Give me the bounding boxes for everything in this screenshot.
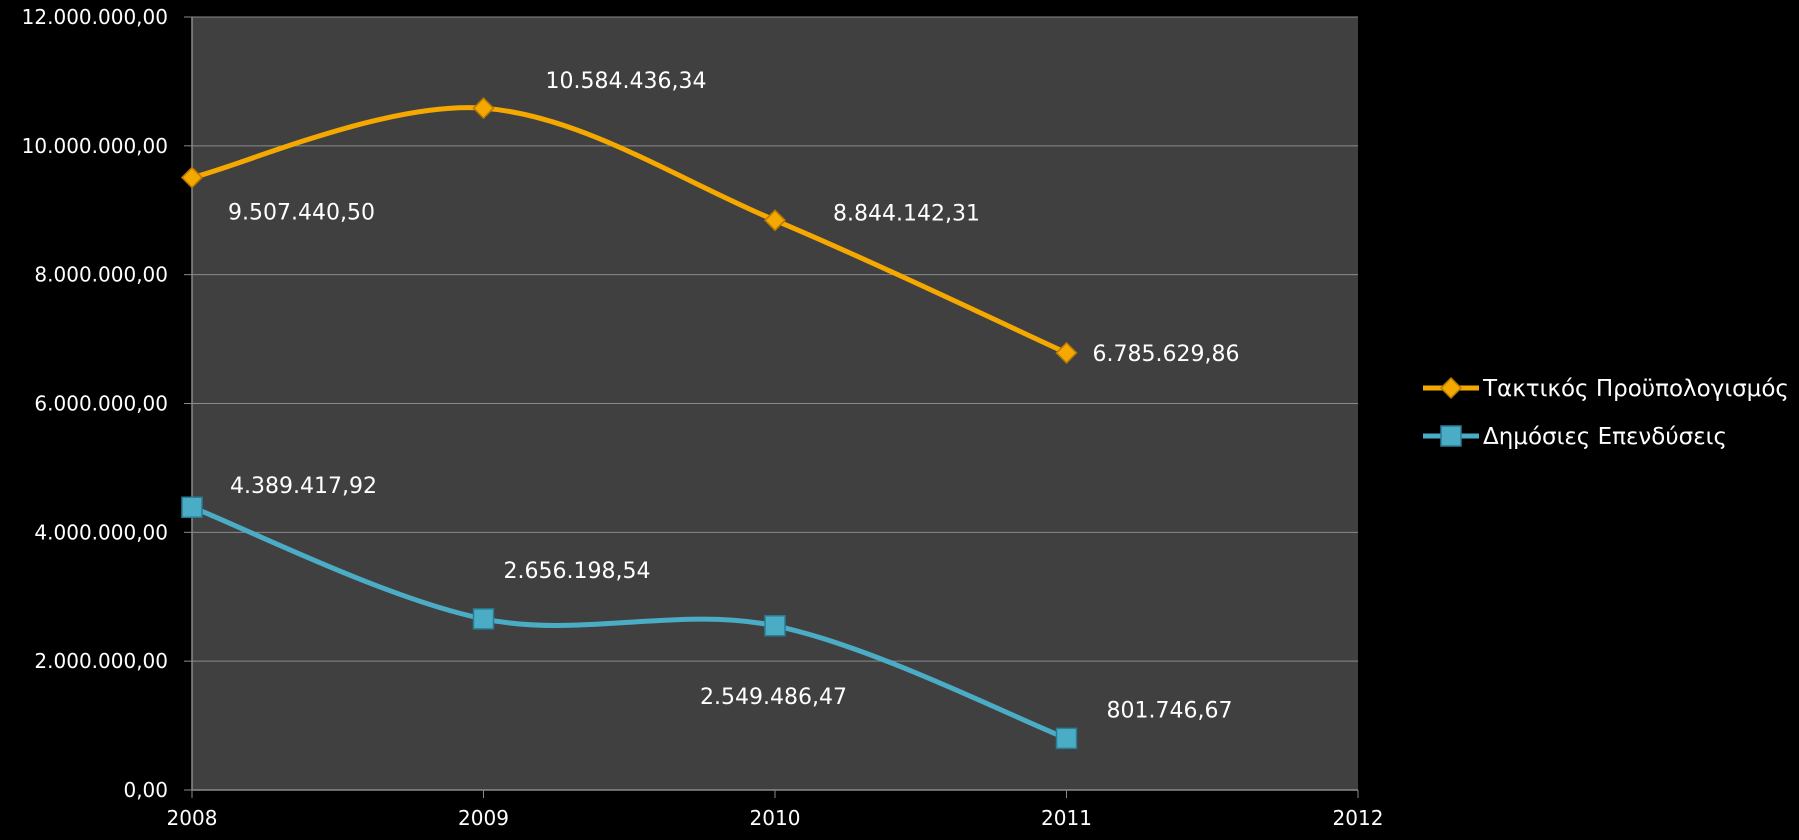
data-label: 801.746,67 bbox=[1107, 698, 1233, 723]
x-tick-label: 2008 bbox=[167, 806, 218, 830]
series-layer bbox=[180, 97, 1078, 750]
legend-label: Τακτικός Προϋπολογισμός bbox=[1482, 376, 1789, 402]
x-tick-label: 2011 bbox=[1041, 806, 1092, 830]
data-point bbox=[472, 608, 495, 630]
data-point bbox=[181, 496, 203, 518]
data-point bbox=[1055, 727, 1078, 750]
y-tick-label: 4.000.000,00 bbox=[34, 520, 168, 544]
data-point bbox=[764, 615, 786, 637]
data-point bbox=[180, 166, 204, 189]
y-tick-label: 0,00 bbox=[123, 778, 168, 802]
y-tick-label: 8.000.000,00 bbox=[34, 263, 168, 287]
y-tick-label: 10.000.000,00 bbox=[22, 134, 168, 158]
y-tick-label: 2.000.000,00 bbox=[34, 649, 168, 673]
x-tick-label: 2009 bbox=[458, 806, 509, 830]
y-axis: 0,00 2.000.000,00 4.000.000,00 6.000.000,00… bbox=[22, 5, 193, 802]
data-label: 4.389.417,92 bbox=[230, 474, 377, 499]
legend-marker bbox=[1440, 425, 1462, 447]
legend: Τακτικός Προϋπολογισμός Δημόσιες Επενδύσε… bbox=[1423, 376, 1789, 450]
data-label: 10.584.436,34 bbox=[546, 69, 707, 94]
series-1 bbox=[180, 97, 1078, 364]
data-point bbox=[1055, 341, 1078, 364]
legend-marker bbox=[1439, 376, 1463, 400]
data-label: 2.656.198,54 bbox=[504, 559, 651, 584]
legend-item: Τακτικός Προϋπολογισμός bbox=[1423, 376, 1789, 402]
x-tick-label: 2012 bbox=[1333, 806, 1384, 830]
legend-label: Δημόσιες Επενδύσεις bbox=[1483, 424, 1727, 450]
data-label: 8.844.142,31 bbox=[833, 201, 980, 226]
data-label: 6.785.629,86 bbox=[1093, 342, 1240, 367]
y-tick-label: 12.000.000,00 bbox=[22, 5, 168, 29]
data-labels: 9.507.440,50 10.584.436,34 8.844.142,31 6.7… bbox=[228, 69, 1239, 723]
y-tick-label: 6.000.000,00 bbox=[34, 392, 168, 416]
series-2 bbox=[181, 496, 1078, 750]
series-line bbox=[189, 105, 1069, 356]
data-label: 2.549.486,47 bbox=[700, 685, 847, 710]
data-point bbox=[472, 97, 495, 120]
data-label: 9.507.440,50 bbox=[228, 201, 375, 226]
x-tick-label: 2010 bbox=[750, 806, 801, 830]
series-line bbox=[189, 504, 1069, 741]
x-axis: 2008 2009 2010 2011 2012 bbox=[167, 789, 1384, 830]
data-point bbox=[763, 209, 787, 232]
legend-item: Δημόσιες Επενδύσεις bbox=[1423, 424, 1727, 450]
